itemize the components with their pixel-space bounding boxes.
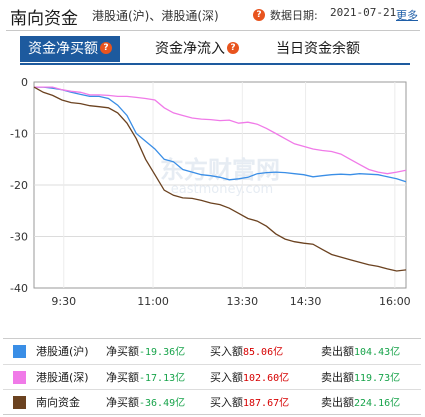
watermark: 东方财富网: [160, 156, 280, 184]
sell-label: 卖出额: [321, 371, 354, 384]
sell-value: 104.43亿: [354, 347, 401, 358]
x-tick-label: 13:30: [226, 295, 258, 308]
legend-table: 港股通(沪) 净买额-19.36亿 买入额85.06亿 卖出额104.43亿 港…: [3, 338, 421, 415]
tab-net-inflow-label: 资金净流入: [155, 41, 225, 57]
net-label: 净买额: [106, 371, 139, 384]
y-tick-label: 0: [21, 76, 28, 89]
tab-daily-balance[interactable]: 当日资金余额: [268, 36, 368, 62]
buy-label: 买入额: [210, 371, 243, 384]
x-tick-label: 9:30: [51, 295, 76, 308]
watermark-sub: eastmoney.com: [171, 182, 273, 197]
tab-net-buy-label: 资金净买额: [28, 41, 98, 57]
x-tick-label: 11:00: [137, 295, 169, 308]
buy-value: 85.06亿: [243, 347, 284, 358]
legend-row: 港股通(深) 净买额-17.13亿 买入额102.60亿 卖出额119.73亿: [3, 364, 421, 389]
date-label: 数据日期:: [270, 9, 318, 22]
swatch-brown: [13, 396, 26, 409]
header-divider: [6, 30, 420, 31]
net-value: -19.36亿: [139, 347, 186, 358]
page-title: 南向资金: [10, 9, 78, 29]
x-tick-label: 16:00: [379, 295, 411, 308]
x-tick-labels: 9:30 11:00 13:30 14:30 16:00: [51, 295, 410, 308]
y-tick-label: -20: [10, 179, 28, 192]
y-tick-label: -10: [10, 128, 28, 141]
tab-daily-balance-label: 当日资金余额: [276, 41, 360, 57]
swatch-blue: [13, 345, 26, 358]
sell-value: 119.73亿: [354, 373, 401, 384]
help-icon[interactable]: ?: [227, 42, 239, 54]
y-tick-labels: 0 -10 -20 -30 -40: [10, 76, 28, 295]
net-value: -17.13亿: [139, 373, 186, 384]
more-link[interactable]: 更多: [396, 9, 418, 22]
x-gridlines: [63, 82, 396, 288]
sell-label: 卖出额: [321, 396, 354, 409]
series-lines: [33, 86, 407, 272]
page-subtitle: 港股通(沪)、港股通(深): [92, 9, 219, 23]
net-label: 净买额: [106, 345, 139, 358]
net-label: 净买额: [106, 396, 139, 409]
buy-label: 买入额: [210, 396, 243, 409]
buy-label: 买入额: [210, 345, 243, 358]
series-line-0: [34, 86, 407, 183]
y-tick-label: -30: [10, 231, 28, 244]
legend-row: 港股通(沪) 净买额-19.36亿 买入额85.06亿 卖出额104.43亿: [3, 339, 421, 364]
y-tick-label: -40: [10, 282, 28, 295]
tab-net-buy[interactable]: 资金净买额?: [20, 36, 120, 62]
help-icon[interactable]: ?: [100, 42, 112, 54]
legend-name: 港股通(深): [36, 371, 89, 384]
net-buy-chart: 东方财富网 eastmoney.com 0 -10 -20 -30 -40 9:30 11…: [10, 76, 411, 308]
help-icon[interactable]: ?: [253, 9, 265, 21]
legend-name: 南向资金: [36, 396, 80, 409]
swatch-pink: [13, 371, 26, 384]
sell-label: 卖出额: [321, 345, 354, 358]
page-header: 南向资金 港股通(沪)、港股通(深) ? 数据日期: 2021-07-21 更多: [0, 0, 425, 32]
net-value: -36.49亿: [139, 398, 186, 409]
sell-value: 224.16亿: [354, 398, 401, 409]
date-value: 2021-07-21: [330, 6, 397, 19]
buy-value: 187.67亿: [243, 398, 290, 409]
gridlines: [34, 133, 406, 237]
series-line-1: [34, 86, 407, 175]
tab-bar: 资金净买额? 资金净流入? 当日资金余额: [0, 36, 425, 64]
tab-net-inflow[interactable]: 资金净流入?: [147, 36, 247, 62]
tab-underline: [20, 63, 410, 65]
buy-value: 102.60亿: [243, 373, 290, 384]
x-tick-label: 14:30: [290, 295, 322, 308]
legend-row: 南向资金 净买额-36.49亿 买入额187.67亿 卖出额224.16亿: [3, 389, 421, 414]
series-line-2: [33, 86, 407, 272]
legend-name: 港股通(沪): [36, 345, 89, 358]
